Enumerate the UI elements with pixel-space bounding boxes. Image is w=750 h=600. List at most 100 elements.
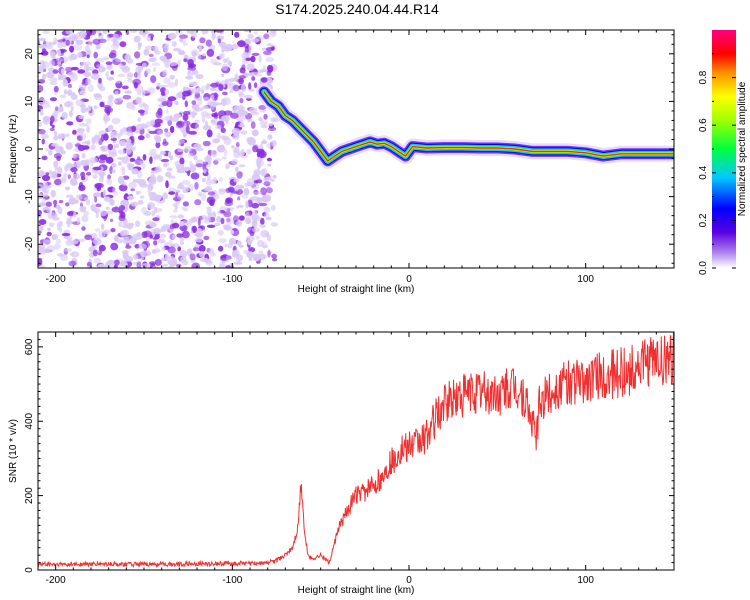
spectrogram-noise-blob: [72, 154, 78, 159]
spectrogram-noise-blob: [42, 101, 51, 109]
spectrogram-noise-blob: [114, 191, 118, 197]
snr-plot-area: [38, 332, 674, 569]
spectrogram-noise-blob: [247, 33, 254, 39]
spectrogram-noise-blob: [270, 117, 279, 123]
spectrogram-noise-blob: [202, 115, 205, 124]
spectrogram-noise-blob: [138, 243, 147, 250]
spectrogram-noise-blob: [74, 199, 79, 204]
spectrogram-x-label: Height of straight line (km): [298, 284, 415, 295]
spectrogram-noise-blob: [151, 249, 157, 254]
spectrogram-noise-blob: [179, 236, 184, 243]
spectrogram-noise-blob: [128, 181, 137, 189]
spectrogram-noise-blob: [157, 238, 166, 244]
snr-y-tick-label: 200: [24, 487, 35, 504]
spectrogram-noise-blob: [73, 43, 83, 51]
spectrogram-noise-blob: [111, 206, 121, 213]
snr-y-label: SNR (10 * v/v): [8, 419, 19, 483]
spectrogram-noise-blob: [261, 195, 270, 203]
spectrogram-noise-blob: [122, 94, 132, 100]
spectrogram-noise-blob: [198, 245, 206, 252]
spectrogram-noise-blob: [48, 222, 55, 228]
snr-y-tick-label: 600: [24, 338, 35, 355]
spectrogram-noise-blob: [173, 208, 178, 213]
spectrogram-noise-blob: [85, 34, 91, 40]
spectrogram-noise-blob: [149, 148, 157, 156]
spectrogram-noise-blob: [214, 222, 221, 226]
spectrogram-noise-blob: [106, 63, 113, 71]
spectrogram-noise-blob: [161, 101, 169, 107]
spectrogram-noise-blob: [118, 96, 123, 102]
spectrogram-noise-blob: [80, 176, 86, 181]
spectrogram-noise-blob: [218, 83, 224, 91]
spectrogram-noise-blob: [48, 41, 56, 46]
spectrogram-noise-blob: [266, 70, 272, 76]
spectrogram-noise-blob: [181, 206, 185, 210]
spectrogram-noise-blob: [236, 171, 243, 179]
spectrogram-noise-blob: [80, 61, 86, 65]
spectrogram-noise-blob: [244, 45, 250, 54]
spectrogram-noise-blob: [63, 172, 68, 178]
spectrogram-noise-blob: [233, 178, 240, 183]
spectrogram-noise-blob: [230, 112, 239, 119]
spectrogram-noise-blob: [144, 45, 154, 50]
spectrogram-noise-blob: [49, 120, 53, 127]
spectrogram-noise-blob: [154, 135, 162, 143]
spectrogram-noise-blob: [72, 173, 81, 180]
spectrogram-noise-blob: [168, 191, 176, 195]
spectrogram-noise-blob: [197, 53, 201, 61]
spectrogram-noise-blob: [168, 61, 178, 67]
spectrogram-noise-blob: [42, 117, 50, 125]
spectrogram-noise-blob: [131, 105, 136, 111]
spectrogram-noise-blob: [83, 71, 92, 78]
spectrogram-noise-blob: [217, 245, 224, 252]
spectrogram-noise-blob: [234, 31, 240, 38]
spectrogram-noise-blob: [92, 237, 102, 246]
spectrogram-noise-blob: [233, 105, 240, 111]
spectrogram-noise-blob: [195, 123, 200, 131]
spectrogram-noise-blob: [118, 221, 123, 228]
spectrogram-noise-blob: [121, 229, 129, 237]
spectrogram-noise-blob: [49, 59, 55, 67]
spectrogram-noise-blob: [202, 177, 206, 183]
spectrogram-noise-blob: [136, 96, 142, 104]
spectrogram-noise-blob: [132, 261, 139, 266]
spectrogram-noise-blob: [179, 34, 188, 39]
colorbar-gradient: [712, 30, 736, 268]
spectrogram-noise-blob: [66, 133, 70, 137]
spectrogram-noise-blob: [251, 76, 256, 81]
spectrogram-noise-blob: [54, 145, 62, 154]
spectrogram-noise-blob: [41, 198, 46, 206]
spectrogram-noise-blob: [239, 97, 244, 104]
spectrogram-noise-blob: [166, 167, 173, 172]
spectrogram-noise-blob: [95, 203, 102, 208]
spectrogram-noise-blob: [270, 204, 276, 211]
spectrogram-noise-blob: [60, 68, 65, 75]
spectrogram-noise-blob: [112, 130, 118, 138]
spectrogram-noise-blob: [145, 133, 150, 139]
spectrogram-noise-blob: [91, 233, 98, 239]
spectrogram-noise-blob: [261, 47, 267, 51]
spectrogram-noise-blob: [267, 163, 272, 167]
spectrogram-noise-blob: [169, 228, 174, 233]
spectrogram-noise-blob: [45, 201, 52, 207]
spectrogram-noise-blob: [131, 233, 139, 242]
spectrogram-noise-blob: [214, 30, 224, 33]
spectrogram-noise-blob: [267, 134, 273, 140]
spectrogram-noise-blob: [237, 151, 245, 157]
spectrogram-noise-blob: [86, 125, 90, 133]
spectrogram-noise-blob: [221, 73, 225, 78]
spectrogram-noise-blob: [122, 181, 127, 186]
spectrogram-noise-blob: [146, 35, 151, 42]
spectrogram-noise-blob: [167, 119, 173, 127]
spectrogram-noise-blob: [119, 212, 124, 219]
spectrogram-noise-blob: [63, 229, 71, 234]
spectrogram-noise-blob: [176, 233, 184, 238]
spectrogram-noise-blob: [248, 257, 253, 261]
spectrogram-noise-blob: [79, 123, 88, 127]
spectrogram-noise-blob: [222, 91, 228, 96]
spectrogram-noise-blob: [160, 226, 167, 233]
spectrogram-noise-blob: [177, 120, 185, 128]
spectrogram-noise-blob: [218, 238, 228, 243]
spectrogram-noise-blob: [217, 210, 222, 215]
spectrogram-noise-blob: [63, 248, 72, 252]
